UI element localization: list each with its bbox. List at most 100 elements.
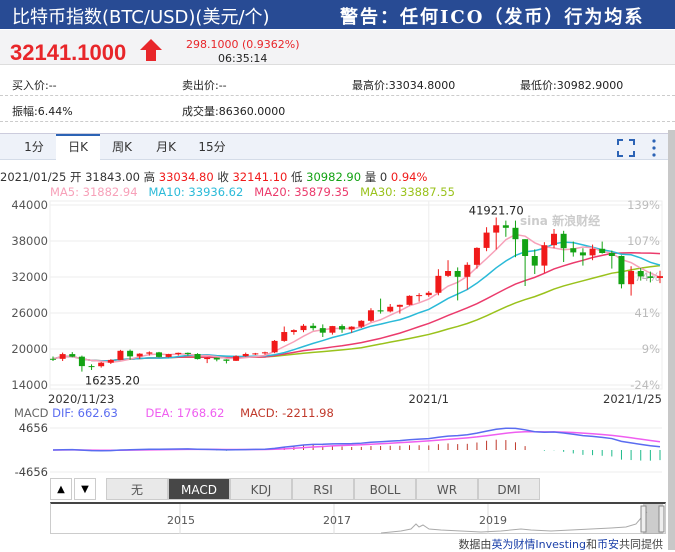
candle-body xyxy=(117,350,124,360)
open-value: 31843.00 xyxy=(85,170,140,184)
candle-body xyxy=(194,353,201,360)
volume: 成交量:86360.0000 xyxy=(182,105,286,118)
arrow-up-icon xyxy=(140,39,162,61)
candle-body xyxy=(107,359,114,363)
candle-body xyxy=(637,271,644,277)
y-tick-label: 38000 xyxy=(11,234,48,248)
tab-1min[interactable]: 1分 xyxy=(24,140,44,154)
candle-body xyxy=(69,354,76,357)
stats-row-2: 振幅:6.44% 成交量:86360.0000 xyxy=(0,97,675,122)
pct-tick-label: 107% xyxy=(627,234,660,248)
candle-body xyxy=(204,357,211,360)
y-tick-label: 20000 xyxy=(11,342,48,356)
candle-body xyxy=(252,353,259,355)
sina-watermark: sina 新浪财经 xyxy=(520,213,600,228)
y-tick-label: 26000 xyxy=(11,306,48,320)
data-source-footer: 数据由英为财情Investing和币安共同提供 xyxy=(458,536,663,552)
candle-body xyxy=(377,310,384,312)
candle-body xyxy=(570,248,577,253)
bid-price: 买入价:-- xyxy=(12,79,57,92)
kline-chart[interactable]: 44000 139%38000 107%32000 74%26000 41%20000 9… xyxy=(0,195,675,478)
more-vertical-icon[interactable] xyxy=(651,138,657,158)
candle-body xyxy=(242,353,249,357)
candle-body xyxy=(339,326,346,330)
candle-body xyxy=(233,356,240,361)
scrollbar[interactable] xyxy=(668,130,675,550)
page-title: 比特币指数(BTC/USD)(美元/个) xyxy=(12,7,270,28)
fullscreen-icon[interactable] xyxy=(617,139,635,157)
footer-text: 共同提供 xyxy=(619,538,663,551)
candle-body xyxy=(512,227,519,240)
x-tick-label: 2021/1 xyxy=(409,392,449,406)
quote-time: 06:35:14 xyxy=(218,52,268,65)
candle-body xyxy=(531,256,538,266)
candle-body xyxy=(560,233,567,249)
pct-tick-label: 9% xyxy=(642,342,660,356)
tab-weekly[interactable]: 周K xyxy=(112,140,132,154)
indicator-rsi[interactable]: RSI xyxy=(292,478,354,500)
stats-row-1: 买入价:-- 卖出价:-- 最高价:33034.8000 最低价:30982.9… xyxy=(0,71,675,96)
indicator-boll[interactable]: BOLL xyxy=(354,478,416,500)
candle-body xyxy=(628,271,635,285)
candle-body xyxy=(281,332,288,341)
macd-y-label: 4656 xyxy=(19,421,48,435)
range-navigator[interactable]: 2015 2017 2019 xyxy=(50,502,666,534)
candle-body xyxy=(223,359,230,361)
candle-body xyxy=(261,352,268,354)
low-value: 30982.90 xyxy=(306,170,362,184)
low-price: 最低价:30982.9000 xyxy=(520,79,624,92)
candle-body xyxy=(184,352,191,354)
investing-link[interactable]: 英为财情Investing xyxy=(491,538,586,551)
indicator-macd[interactable]: MACD xyxy=(168,478,230,500)
candle-body xyxy=(435,275,442,293)
warning-banner: 警告：任何ICO（发币）行为均系 xyxy=(340,7,645,28)
y-tick-label: 32000 xyxy=(11,270,48,284)
tab-daily[interactable]: 日K xyxy=(56,134,100,162)
candle-body xyxy=(579,252,586,256)
candle-body xyxy=(473,247,480,265)
pct-value: 0.94% xyxy=(390,170,428,184)
move-down-button[interactable]: ▼ xyxy=(74,478,96,500)
candle-body xyxy=(59,354,66,359)
price-change: 298.1000 (0.9362%) xyxy=(186,38,300,51)
dif-line xyxy=(52,427,661,452)
amplitude: 振幅:6.44% xyxy=(12,105,73,118)
navigator-line xyxy=(179,504,665,534)
candle-body xyxy=(319,328,326,333)
candle-body xyxy=(502,225,509,228)
candle-body xyxy=(416,295,423,297)
candle-body xyxy=(136,353,143,357)
candle-body xyxy=(445,271,452,276)
indicator-wr[interactable]: WR xyxy=(416,478,478,500)
candle-body xyxy=(358,320,365,327)
candle-body xyxy=(213,357,220,360)
indicator-dmi[interactable]: DMI xyxy=(478,478,540,500)
ma5-value: MA5: 31882.94 xyxy=(50,185,138,199)
ask-price: 卖出价:-- xyxy=(182,79,227,92)
open-label: 开 xyxy=(69,170,82,184)
candle-body xyxy=(300,325,307,331)
indicator-none[interactable]: 无 xyxy=(106,478,168,500)
ma10-value: MA10: 33936.62 xyxy=(148,185,244,199)
candle-body xyxy=(155,352,162,357)
close-value: 32141.10 xyxy=(232,170,288,184)
footer-text: 和 xyxy=(586,538,597,551)
binance-link[interactable]: 币安 xyxy=(597,538,619,551)
tab-monthly[interactable]: 月K xyxy=(156,140,176,154)
tab-15min[interactable]: 15分 xyxy=(198,140,226,154)
navigator-year: 2019 xyxy=(479,514,507,527)
candle-body xyxy=(329,326,336,333)
candle-body xyxy=(522,239,529,256)
candle-body xyxy=(464,264,471,277)
indicator-kdj[interactable]: KDJ xyxy=(230,478,292,500)
candle-body xyxy=(310,325,317,329)
candle-body xyxy=(493,225,500,233)
dif-value: DIF: 662.63 xyxy=(52,406,118,420)
macd-title: MACD xyxy=(14,406,49,420)
candle-body xyxy=(165,354,172,357)
pct-tick-label: -24% xyxy=(630,378,660,392)
candle-body xyxy=(541,245,548,266)
candle-body xyxy=(290,330,297,333)
move-up-button[interactable]: ▲ xyxy=(50,478,72,500)
candle-body xyxy=(367,310,374,321)
